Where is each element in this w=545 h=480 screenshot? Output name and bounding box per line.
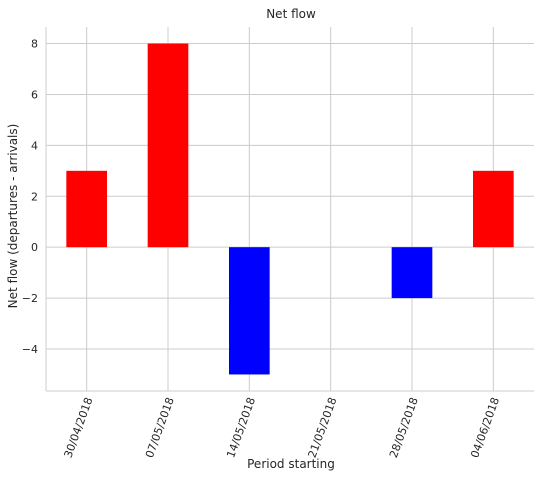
x-tick-label: 30/04/2018 bbox=[62, 396, 96, 460]
y-tick-label: 0 bbox=[31, 241, 38, 254]
grid bbox=[46, 27, 534, 391]
x-tick-label: 28/05/2018 bbox=[387, 396, 421, 460]
y-tick-label: −2 bbox=[22, 292, 38, 305]
x-tick-label: 07/05/2018 bbox=[143, 396, 177, 460]
y-axis-label: Net flow (departures - arrivals) bbox=[6, 124, 20, 309]
y-tick-label: 4 bbox=[31, 139, 38, 152]
x-tick-label: 14/05/2018 bbox=[224, 396, 258, 460]
x-tick-label: 21/05/2018 bbox=[306, 396, 340, 460]
axes bbox=[45, 27, 534, 392]
x-tick-labels: 30/04/2018 07/05/2018 14/05/2018 21/05/2018… bbox=[62, 396, 503, 460]
y-tick-label: 2 bbox=[31, 190, 38, 203]
y-tick-label: 6 bbox=[31, 88, 38, 101]
bar bbox=[391, 247, 433, 299]
bar bbox=[473, 170, 514, 248]
y-tick-label: 8 bbox=[31, 38, 38, 51]
y-tick-label: −4 bbox=[22, 343, 38, 356]
bars bbox=[66, 43, 514, 375]
x-axis-label: Period starting bbox=[247, 457, 335, 471]
bar bbox=[229, 247, 270, 375]
bar bbox=[147, 43, 189, 248]
chart-title: Net flow bbox=[266, 7, 316, 21]
bar bbox=[66, 170, 107, 248]
y-tick-labels: −4 −2 0 2 4 6 8 bbox=[22, 38, 38, 356]
x-tick-label: 04/06/2018 bbox=[468, 396, 502, 460]
